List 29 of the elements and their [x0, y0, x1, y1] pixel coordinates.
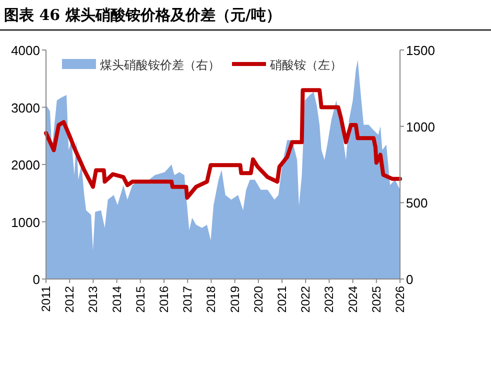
x-tick-label: 2020 [251, 286, 266, 313]
y2-tick-label: 0 [406, 272, 414, 287]
y2-tick-label: 1000 [406, 119, 435, 134]
y-tick-label: 0 [32, 272, 40, 287]
y2-tick-label: 1500 [406, 43, 435, 58]
x-tick-label: 2014 [110, 286, 124, 313]
x-tick-label: 2012 [62, 286, 77, 313]
legend-label: 硝酸铵（左） [269, 58, 342, 72]
x-tick-label: 2024 [346, 286, 360, 313]
x-tick-label: 2022 [298, 286, 313, 313]
legend-label: 煤头硝酸铵价差（右） [100, 58, 220, 72]
y-tick-label: 4000 [11, 43, 40, 58]
y-tick-label: 1000 [11, 214, 40, 230]
y2-tick-label: 500 [406, 196, 428, 211]
y-tick-label: 3000 [11, 100, 40, 116]
x-tick-label: 2017 [180, 286, 195, 313]
x-tick-label: 2018 [204, 286, 218, 313]
chart-title: 图表 46 煤头硝酸铵价格及价差（元/吨） [4, 6, 281, 24]
x-tick-label: 2016 [157, 286, 171, 313]
x-tick-label: 2015 [133, 286, 148, 313]
line-series [44, 88, 402, 200]
x-tick-label: 2026 [393, 286, 407, 313]
y-tick-label: 2000 [11, 158, 40, 172]
x-tick-label: 2011 [39, 286, 53, 312]
x-tick-label: 2019 [228, 286, 242, 313]
x-tick-label: 2021 [275, 286, 289, 313]
x-tick-label: 2025 [369, 286, 384, 313]
x-tick-label: 2013 [86, 286, 100, 313]
x-tick-label: 2023 [322, 286, 336, 313]
